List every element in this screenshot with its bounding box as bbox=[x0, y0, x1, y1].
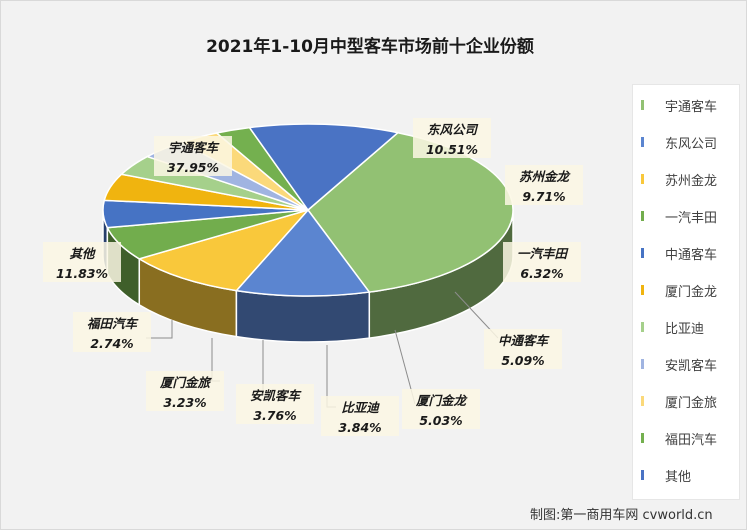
legend-label: 福田汽车 bbox=[665, 433, 718, 448]
legend-label: 厦门金旅 bbox=[665, 396, 718, 411]
legend-label: 东风公司 bbox=[665, 137, 718, 152]
data-label-name: 中通客车 bbox=[498, 333, 551, 348]
data-label-value: 3.76% bbox=[253, 408, 296, 423]
legend-swatch bbox=[641, 137, 644, 147]
legend-item: 安凯客车 bbox=[633, 354, 739, 374]
data-label-name: 福田汽车 bbox=[87, 316, 140, 331]
data-label-value: 5.09% bbox=[501, 353, 544, 368]
legend-item: 宇通客车 bbox=[633, 95, 739, 115]
pie-slice-side bbox=[235, 289, 371, 343]
data-label-box bbox=[413, 118, 491, 158]
data-label-value: 6.32% bbox=[520, 266, 563, 281]
legend-swatch bbox=[641, 396, 644, 406]
legend-label: 苏州金龙 bbox=[665, 174, 718, 189]
legend-swatch bbox=[641, 322, 644, 332]
data-label-name: 苏州金龙 bbox=[519, 169, 571, 184]
data-label-box bbox=[503, 242, 581, 282]
legend-item: 厦门金旅 bbox=[633, 391, 739, 411]
data-label-value: 10.51% bbox=[426, 142, 478, 157]
legend-item: 苏州金龙 bbox=[633, 169, 739, 189]
data-label-box bbox=[402, 389, 480, 429]
data-label-name: 一汽丰田 bbox=[517, 246, 570, 261]
legend-swatch bbox=[641, 433, 644, 443]
data-label-value: 5.03% bbox=[419, 413, 462, 428]
pie-slice bbox=[234, 208, 371, 297]
data-label-box bbox=[73, 312, 151, 352]
data-labels: 宇通客车 37.95% 东风公司 10.51% 苏州金龙 9.71% 一汽丰田 6.32% 中通… bbox=[43, 118, 583, 436]
data-label-name: 厦门金旅 bbox=[159, 375, 213, 390]
legend-swatch bbox=[641, 100, 644, 110]
data-label-box bbox=[505, 165, 583, 205]
data-label-box bbox=[236, 384, 314, 424]
legend-item: 一汽丰田 bbox=[633, 206, 739, 226]
data-label-name: 厦门金龙 bbox=[415, 393, 468, 408]
data-label-box bbox=[321, 396, 399, 436]
legend-item: 中通客车 bbox=[633, 243, 739, 263]
data-label-box bbox=[484, 329, 562, 369]
legend-item: 福田汽车 bbox=[633, 428, 739, 448]
pie-slice bbox=[248, 123, 400, 212]
data-label-value: 3.23% bbox=[163, 395, 206, 410]
legend-item: 厦门金龙 bbox=[633, 280, 739, 300]
legend-swatch bbox=[641, 174, 644, 184]
data-label-value: 2.74% bbox=[90, 336, 133, 351]
legend-label: 一汽丰田 bbox=[665, 211, 718, 226]
legend-item: 比亚迪 bbox=[633, 317, 739, 337]
credit-text: 制图:第一商用车网 cvworld.cn bbox=[530, 508, 713, 523]
data-label-box bbox=[43, 242, 121, 282]
legend-label: 安凯客车 bbox=[665, 359, 718, 374]
leader-line bbox=[146, 320, 173, 339]
legend-label: 比亚迪 bbox=[665, 322, 705, 337]
legend-swatch bbox=[641, 285, 644, 295]
legend-label: 中通客车 bbox=[665, 248, 718, 263]
legend-swatch bbox=[641, 359, 644, 369]
legend-item: 其他 bbox=[633, 465, 739, 485]
legend-label: 其他 bbox=[665, 470, 692, 485]
legend: 宇通客车东风公司苏州金龙一汽丰田中通客车厦门金龙比亚迪安凯客车厦门金旅福田汽车其… bbox=[632, 84, 740, 500]
data-label-box bbox=[154, 136, 232, 176]
data-label-value: 9.71% bbox=[522, 189, 565, 204]
chart-title: 2021年1-10月中型客车市场前十企业份额 bbox=[206, 36, 534, 57]
legend-label: 厦门金龙 bbox=[665, 285, 718, 300]
data-label-name: 安凯客车 bbox=[250, 388, 303, 403]
data-label-name: 比亚迪 bbox=[341, 400, 380, 415]
data-label-name: 宇通客车 bbox=[168, 140, 221, 155]
pie-slice bbox=[137, 208, 311, 292]
data-label-box bbox=[146, 371, 224, 411]
legend-item: 东风公司 bbox=[633, 132, 739, 152]
data-label-value: 11.83% bbox=[56, 266, 108, 281]
data-label-name: 其他 bbox=[69, 246, 96, 261]
data-label-value: 3.84% bbox=[338, 420, 381, 435]
legend-swatch bbox=[641, 211, 644, 221]
data-label-name: 东风公司 bbox=[427, 122, 479, 137]
legend-swatch bbox=[641, 248, 644, 258]
data-label-value: 37.95% bbox=[167, 160, 219, 175]
legend-label: 宇通客车 bbox=[665, 100, 718, 115]
legend-swatch bbox=[641, 470, 644, 480]
